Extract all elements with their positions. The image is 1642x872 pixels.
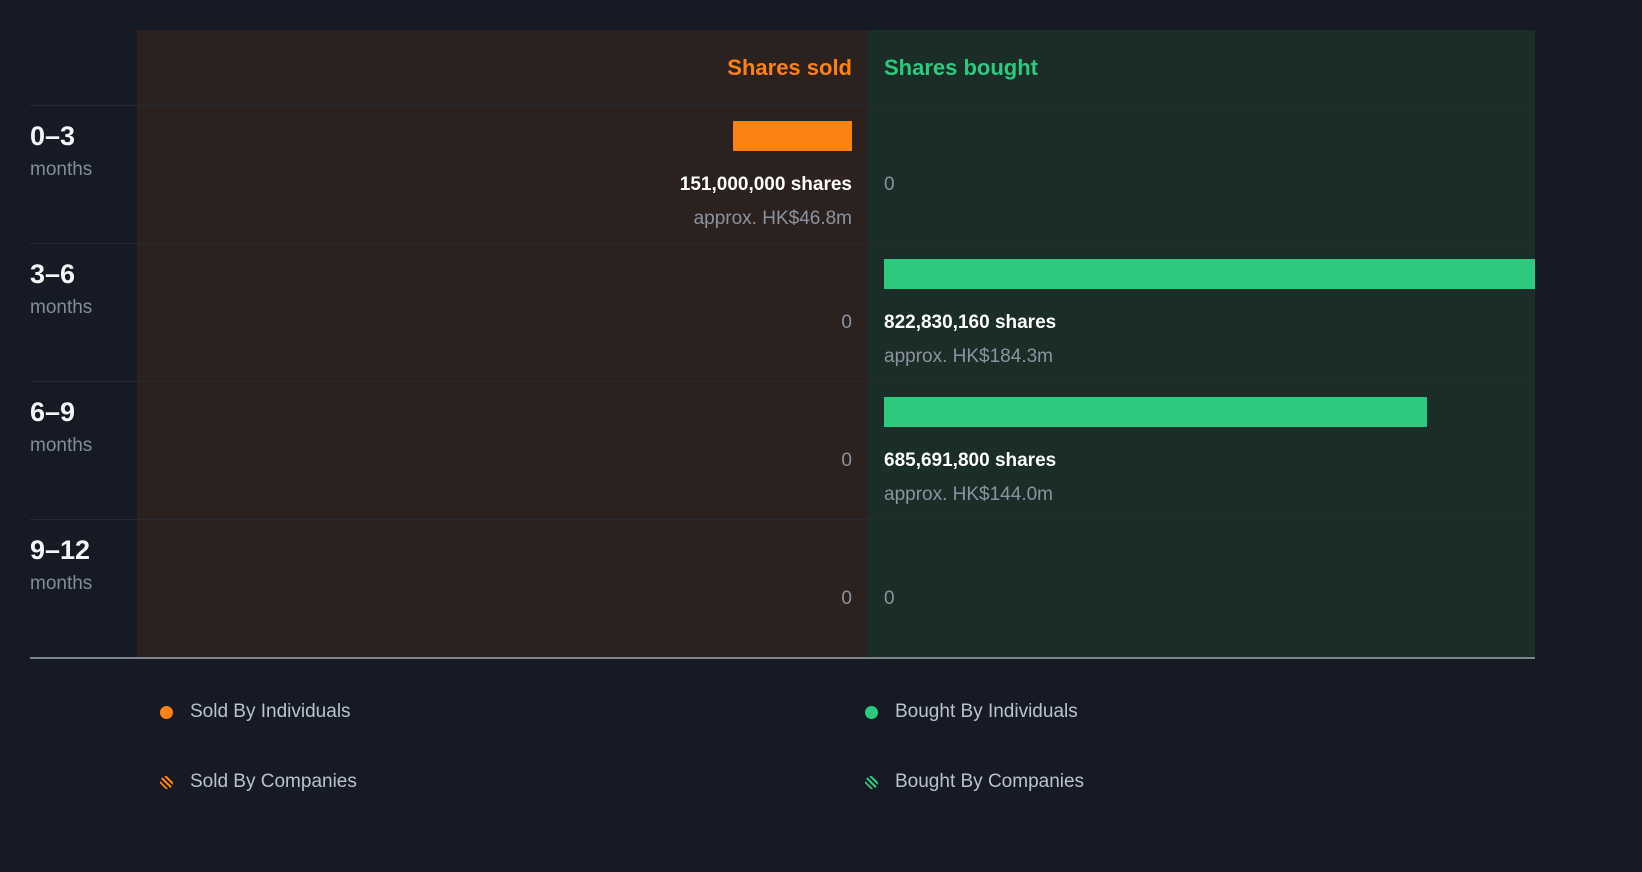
bought-bar-zone	[884, 535, 1535, 565]
bought-shares-value: 822,830,160 shares	[884, 312, 1057, 333]
sold-cell: 0	[137, 244, 868, 381]
bought-zero-value: 0	[884, 174, 895, 195]
period-unit: months	[30, 573, 93, 594]
legend-label: Sold By Companies	[190, 771, 357, 792]
bought-bar-zone	[884, 397, 1535, 427]
period-row-9-12: 9–12 months 0 0	[30, 519, 1535, 657]
legend-label: Bought By Companies	[895, 771, 1085, 792]
bought-value-line: 0	[868, 585, 1535, 612]
bought-cell: 685,691,800 shares approx. HK$144.0m	[868, 382, 1535, 519]
legend-bought-by-companies: Bought By Companies	[865, 769, 1642, 795]
period-label: 3–6 months	[30, 244, 137, 381]
bought-bar	[884, 397, 1427, 427]
bought-cell: 0	[868, 106, 1535, 243]
sold-approx-value: approx. HK$46.8m	[693, 208, 852, 229]
period-row-6-9: 6–9 months 0 685,691,800 shares	[30, 381, 1535, 519]
sold-zero-value: 0	[841, 450, 852, 471]
bought-approx-value: approx. HK$184.3m	[884, 346, 1053, 367]
bought-value-line: 0	[868, 171, 1535, 198]
sold-bar-zone	[137, 121, 852, 151]
sold-shares-value: 151,000,000 shares	[679, 174, 852, 195]
green-hatched-dot-icon	[865, 775, 878, 789]
bought-cell: 822,830,160 shares approx. HK$184.3m	[868, 244, 1535, 381]
chart-legend: Sold By Individuals Bought By Individual…	[30, 699, 1642, 795]
period-range: 9–12	[30, 535, 91, 565]
sold-bar	[733, 121, 852, 151]
bought-value-line: 822,830,160 shares	[868, 309, 1535, 336]
period-row-3-6: 3–6 months 0 822,830,160 shares	[30, 243, 1535, 381]
sold-bar-zone	[137, 259, 852, 289]
sold-bar-zone	[137, 397, 852, 427]
sold-value-line: 0	[137, 309, 868, 336]
sold-value-line: 0	[137, 447, 868, 474]
period-label: 9–12 months	[30, 520, 137, 657]
sold-value-line: 0	[137, 585, 868, 612]
legend-label: Bought By Individuals	[895, 701, 1078, 722]
sold-bar-zone	[137, 535, 852, 565]
legend-bought-by-individuals: Bought By Individuals	[865, 699, 1642, 725]
bought-bar-zone	[884, 259, 1535, 289]
header-label-spacer	[30, 30, 137, 105]
period-range: 0–3	[30, 121, 76, 151]
chart-area: Shares sold Shares bought 0–3 months 151…	[30, 30, 1535, 659]
period-label: 6–9 months	[30, 382, 137, 519]
bought-cell: 0	[868, 520, 1535, 657]
green-dot-icon	[865, 705, 878, 719]
bought-value-line: 685,691,800 shares	[868, 447, 1535, 474]
shares-sold-header: Shares sold	[137, 30, 868, 105]
sold-zero-value: 0	[841, 588, 852, 609]
bought-bar	[884, 259, 1535, 289]
shares-bought-header: Shares bought	[868, 30, 1535, 105]
bought-approx-value: approx. HK$144.0m	[884, 484, 1053, 505]
bought-bar-zone	[884, 121, 1535, 151]
orange-dot-icon	[160, 705, 173, 719]
period-label: 0–3 months	[30, 106, 137, 243]
bought-shares-value: 685,691,800 shares	[884, 450, 1057, 471]
sold-cell: 0	[137, 520, 868, 657]
period-range: 3–6	[30, 259, 76, 289]
sold-cell: 0	[137, 382, 868, 519]
period-unit: months	[30, 159, 93, 180]
chart-header-row: Shares sold Shares bought	[30, 30, 1535, 105]
sold-value-line: 151,000,000 shares	[137, 171, 868, 198]
period-unit: months	[30, 435, 93, 456]
sold-cell: 151,000,000 shares approx. HK$46.8m	[137, 106, 868, 243]
legend-sold-by-companies: Sold By Companies	[160, 769, 865, 795]
legend-sold-by-individuals: Sold By Individuals	[160, 699, 865, 725]
period-unit: months	[30, 297, 93, 318]
period-range: 6–9	[30, 397, 76, 427]
orange-hatched-dot-icon	[160, 775, 173, 789]
legend-label: Sold By Individuals	[190, 701, 351, 722]
period-row-0-3: 0–3 months 151,000,000 shares approx. HK…	[30, 105, 1535, 243]
bought-zero-value: 0	[884, 588, 895, 609]
sold-zero-value: 0	[841, 312, 852, 333]
